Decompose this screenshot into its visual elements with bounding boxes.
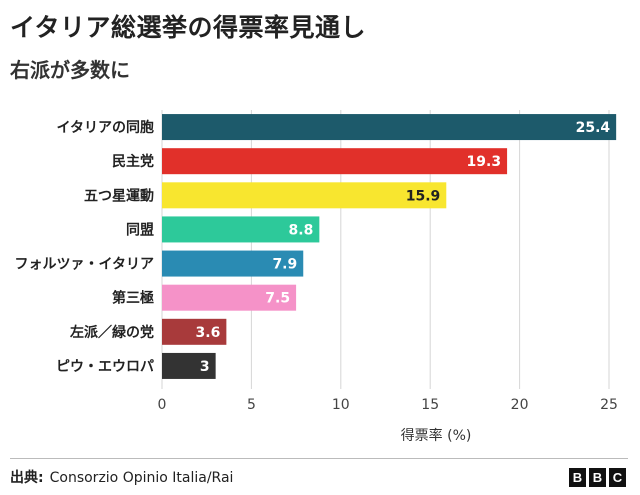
bar-value-label: 7.5 bbox=[265, 291, 290, 307]
category-label: イタリアの同胞 bbox=[57, 119, 154, 136]
bar bbox=[162, 352, 216, 379]
logo-letter: C bbox=[609, 468, 626, 487]
category-label: 五つ星運動 bbox=[84, 187, 154, 204]
bar bbox=[162, 250, 304, 277]
x-tick-label: 0 bbox=[158, 397, 167, 413]
x-tick-label: 5 bbox=[247, 397, 256, 413]
logo-letter: B bbox=[569, 468, 586, 487]
category-label: 第三極 bbox=[112, 290, 154, 307]
bar-value-label: 25.4 bbox=[576, 120, 611, 136]
logo-letter: B bbox=[589, 468, 606, 487]
footer-divider bbox=[10, 458, 628, 459]
bar-value-label: 3 bbox=[200, 359, 210, 375]
bar bbox=[162, 114, 617, 141]
x-tick-label: 15 bbox=[421, 397, 439, 413]
category-label: フォルツァ・イタリア bbox=[15, 257, 154, 273]
bar-value-label: 7.9 bbox=[272, 257, 297, 273]
source-label: 出典: bbox=[10, 470, 44, 486]
category-label: 左派／緑の党 bbox=[69, 324, 154, 341]
category-label: 同盟 bbox=[126, 222, 154, 238]
bar-value-label: 15.9 bbox=[406, 188, 441, 204]
bar-chart: 0 5 10 15 20 25 25.4 イタリアの同胞 19.3 民主党 15.9 五つ星運動 8.8… bbox=[15, 110, 618, 444]
bbc-logo: B B C bbox=[569, 468, 626, 487]
source-note: 出典: Consorzio Opinio Italia/Rai bbox=[10, 467, 233, 487]
x-axis-title: 得票率 (%) bbox=[401, 427, 472, 444]
category-label: 民主党 bbox=[112, 153, 154, 170]
source-text: Consorzio Opinio Italia/Rai bbox=[49, 470, 234, 486]
bar bbox=[162, 148, 508, 175]
chart-title: イタリア総選挙の得票率見通し bbox=[10, 13, 367, 42]
category-label: ピウ・エウロパ bbox=[56, 359, 154, 375]
bar bbox=[162, 216, 320, 243]
chart-subtitle: 右派が多数に bbox=[10, 58, 130, 82]
bar-value-label: 8.8 bbox=[289, 222, 314, 238]
bar bbox=[162, 284, 297, 311]
bar bbox=[162, 318, 227, 345]
x-tick-label: 10 bbox=[332, 397, 350, 413]
bar-value-label: 3.6 bbox=[196, 325, 221, 341]
bar bbox=[162, 182, 447, 209]
x-tick-label: 25 bbox=[600, 397, 618, 413]
x-tick-label: 20 bbox=[511, 397, 529, 413]
bar-value-label: 19.3 bbox=[467, 154, 502, 170]
